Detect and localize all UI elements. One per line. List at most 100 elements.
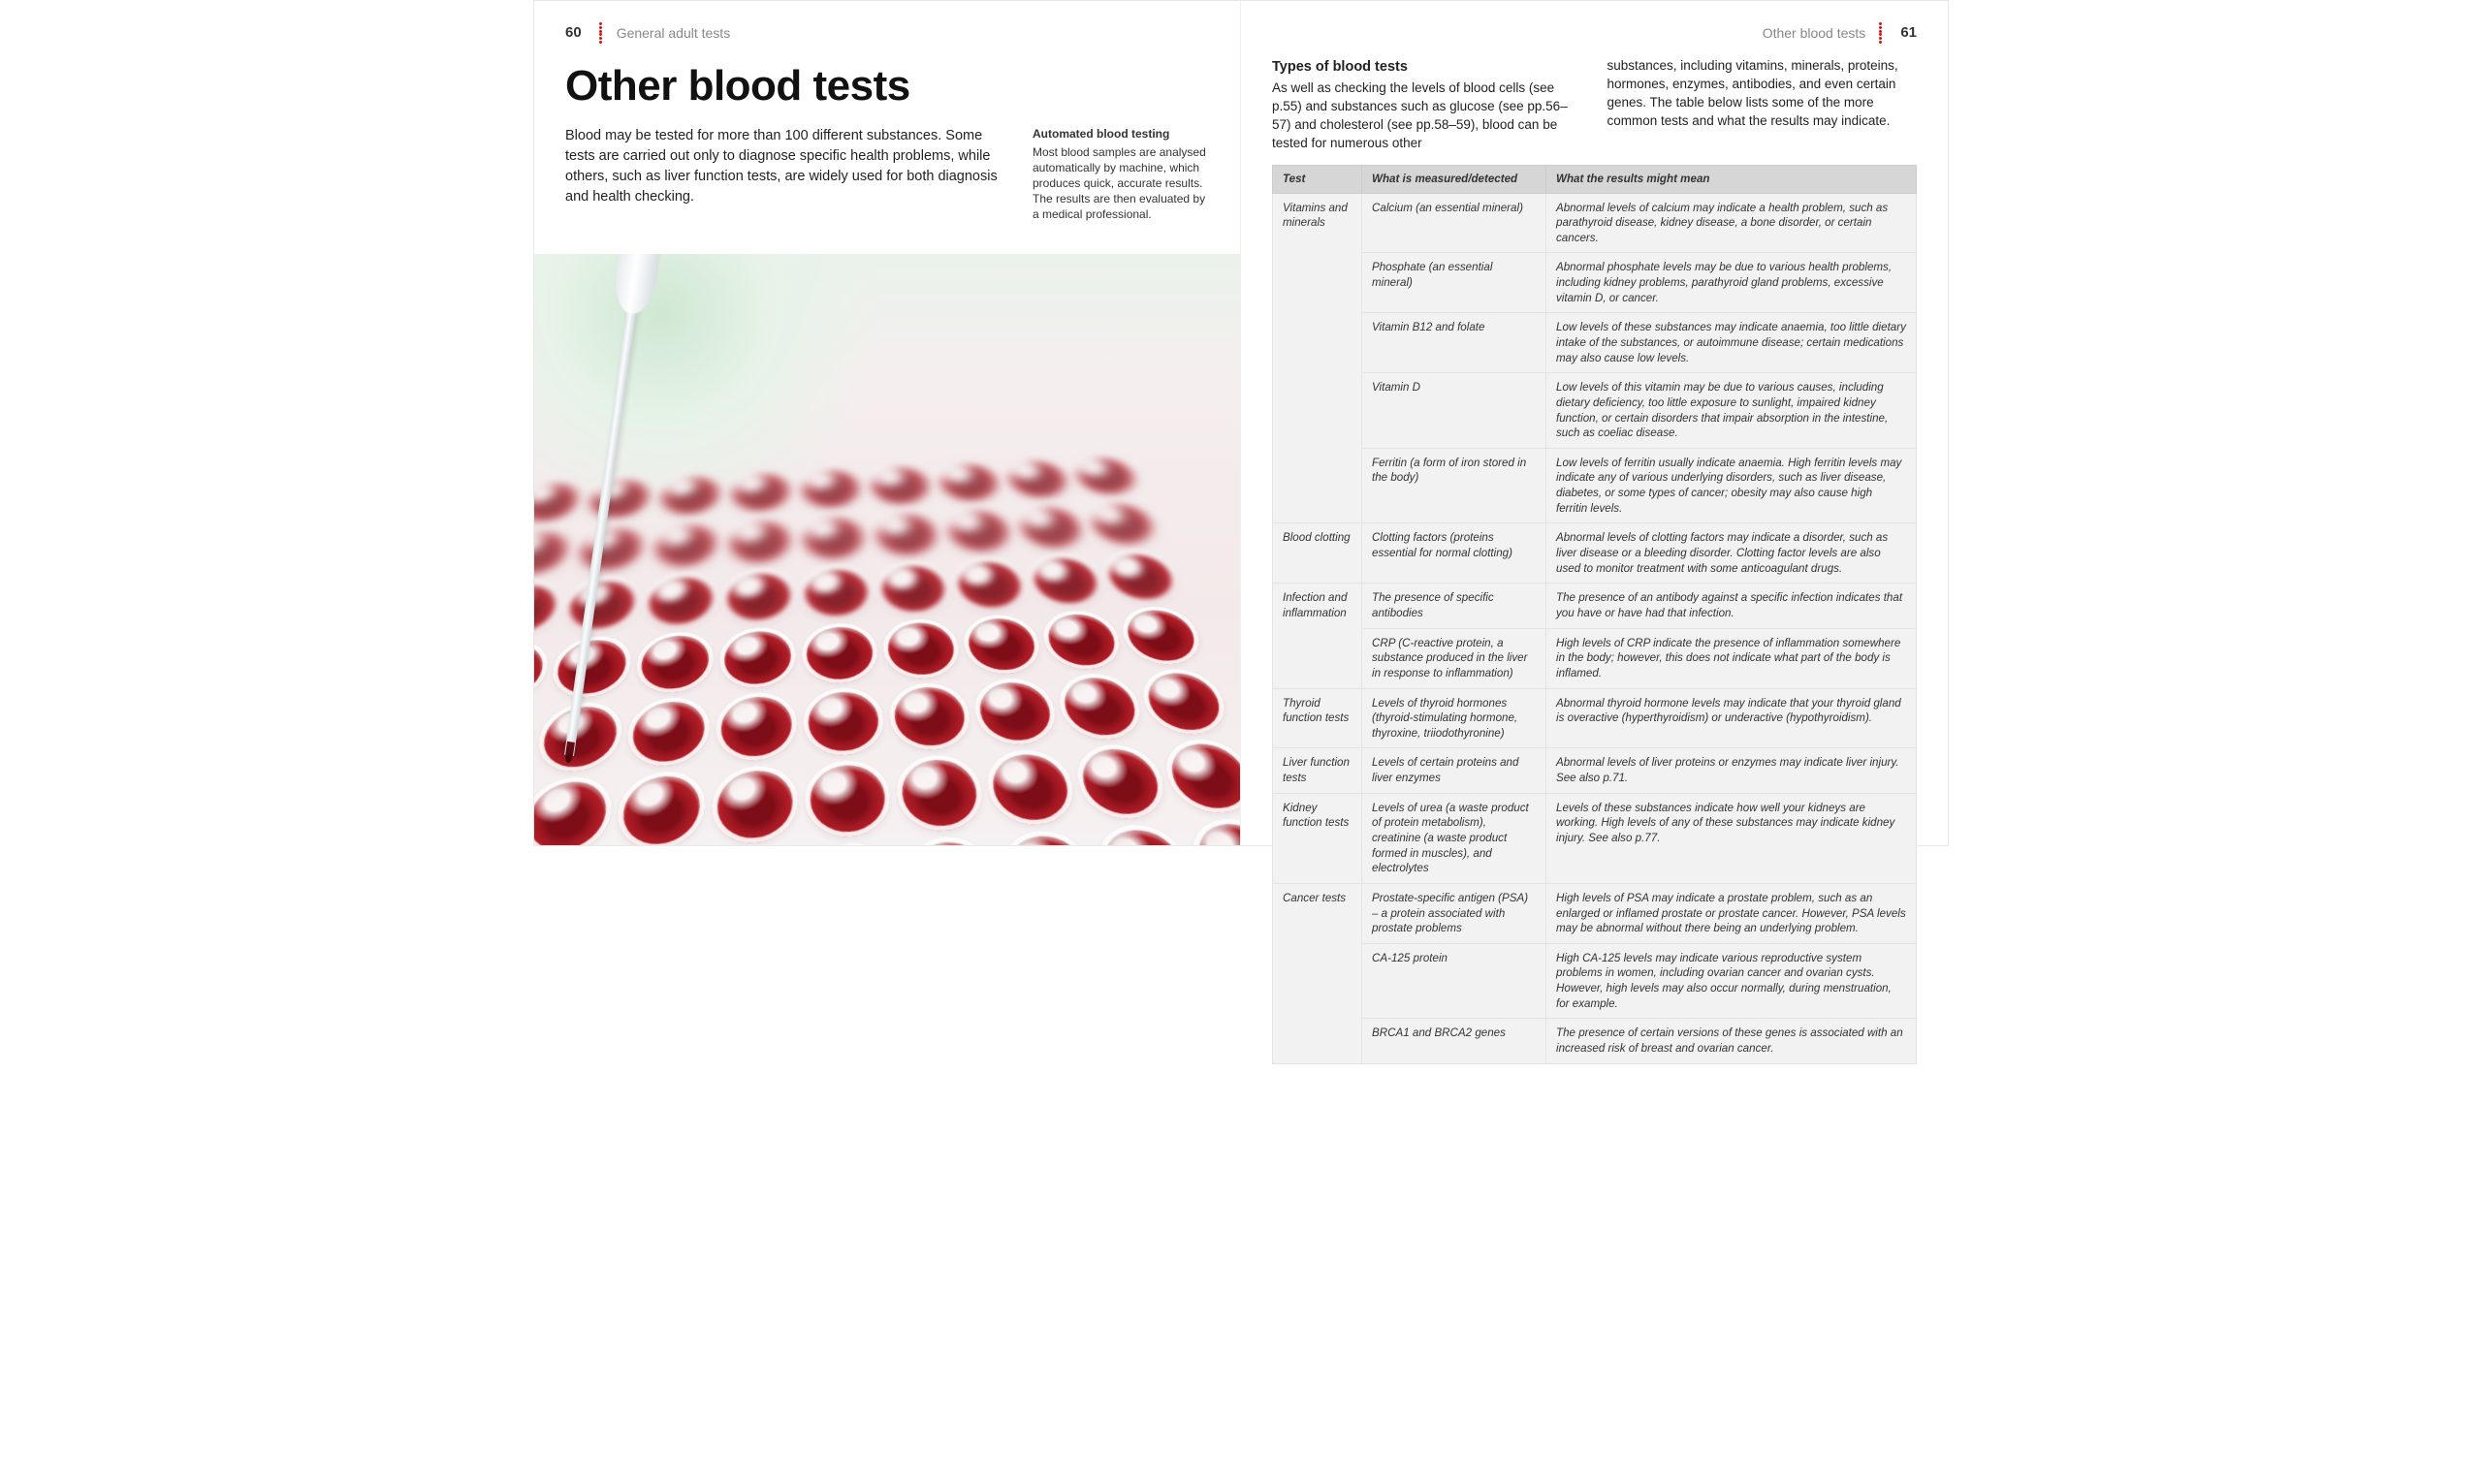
- meaning-cell: High CA-125 levels may indicate various …: [1546, 943, 1917, 1019]
- well: [572, 522, 650, 575]
- measure-cell: Vitamin B12 and folate: [1362, 313, 1546, 373]
- well: [724, 516, 794, 567]
- well: [866, 462, 936, 509]
- meaning-cell: High levels of CRP indicate the presence…: [1546, 628, 1917, 688]
- types-col-1: Types of blood tests As well as checking…: [1272, 57, 1582, 153]
- table-header-row: Test What is measured/detected What the …: [1273, 165, 1917, 193]
- types-col-2: substances, including vitamins, minerals…: [1607, 57, 1918, 153]
- table-row: Phosphate (an essential mineral)Abnormal…: [1273, 253, 1917, 313]
- measure-cell: Prostate-specific antigen (PSA) – a prot…: [1362, 883, 1546, 943]
- well: [934, 459, 1006, 505]
- measure-cell: The presence of specific antibodies: [1362, 584, 1546, 628]
- types-intro: Types of blood tests As well as checking…: [1272, 57, 1917, 153]
- meaning-cell: Abnormal phosphate levels may be due to …: [1546, 253, 1917, 313]
- table-row: Ferritin (a form of iron stored in the b…: [1273, 448, 1917, 523]
- table-row: Vitamin DLow levels of this vitamin may …: [1273, 373, 1917, 449]
- meaning-cell: The presence of an antibody against a sp…: [1546, 584, 1917, 628]
- category-cell: Infection and inflammation: [1273, 584, 1362, 688]
- measure-cell: Vitamin D: [1362, 373, 1546, 449]
- well: [715, 690, 798, 763]
- meaning-cell: Abnormal levels of clotting factors may …: [1546, 523, 1917, 584]
- caption-body: Most blood samples are analysed automati…: [1033, 145, 1206, 222]
- running-head-right: Other blood tests 61: [1272, 22, 1917, 44]
- meaning-cell: High levels of PSA may indicate a prosta…: [1546, 883, 1917, 943]
- caption-head: Automated blood testing: [1033, 126, 1209, 142]
- meaning-cell: The presence of certain versions of thes…: [1546, 1019, 1917, 1063]
- intro-text: Blood may be tested for more than 100 di…: [565, 126, 1007, 222]
- well: [941, 505, 1018, 555]
- well: [801, 621, 880, 685]
- measure-cell: Clotting factors (proteins essential for…: [1362, 523, 1546, 584]
- well: [1053, 672, 1149, 742]
- well: [996, 828, 1102, 845]
- category-cell: Blood clotting: [1273, 523, 1362, 584]
- well: [641, 572, 718, 630]
- category-cell: Liver function tests: [1273, 748, 1362, 793]
- table-row: Thyroid function testsLevels of thyroid …: [1273, 688, 1917, 748]
- well: [727, 468, 794, 515]
- intro-row: Blood may be tested for more than 100 di…: [565, 126, 1209, 222]
- well: [613, 769, 707, 845]
- well-plate-graphic: [534, 451, 1240, 845]
- well: [649, 520, 722, 572]
- meaning-cell: Levels of these substances indicate how …: [1546, 793, 1917, 883]
- table-row: Vitamins and mineralsCalcium (an essenti…: [1273, 193, 1917, 253]
- well: [950, 556, 1032, 613]
- well: [1037, 609, 1128, 671]
- accent-dots-icon: [1879, 22, 1883, 44]
- hero-image: [534, 254, 1240, 845]
- table-row: Infection and inflammationThe presence o…: [1273, 584, 1917, 628]
- well: [970, 677, 1062, 747]
- page-right: Other blood tests 61 Types of blood test…: [1241, 1, 1948, 845]
- well: [623, 695, 712, 768]
- well: [799, 512, 870, 563]
- meaning-cell: Low levels of ferritin usually indicate …: [1546, 448, 1917, 523]
- table-row: Blood clottingClotting factors (proteins…: [1273, 523, 1917, 584]
- well: [893, 753, 987, 834]
- measure-cell: Levels of urea (a waste product of prote…: [1362, 793, 1546, 883]
- section-right: Other blood tests: [1763, 24, 1866, 43]
- measure-cell: Ferritin (a form of iron stored in the b…: [1362, 448, 1546, 523]
- well: [534, 526, 576, 580]
- well: [534, 478, 586, 525]
- meaning-cell: Low levels of these substances may indic…: [1546, 313, 1917, 373]
- table-row: CA-125 proteinHigh CA-125 levels may ind…: [1273, 943, 1917, 1019]
- well: [880, 617, 963, 680]
- well: [1024, 553, 1108, 609]
- meaning-cell: Abnormal thyroid hormone levels may indi…: [1546, 688, 1917, 748]
- table-row: Cancer testsProstate-specific antigen (P…: [1273, 883, 1917, 943]
- accent-dots-icon: [599, 22, 603, 44]
- well: [534, 639, 554, 705]
- well: [721, 568, 795, 625]
- well: [1134, 667, 1234, 737]
- well: [959, 613, 1045, 676]
- meaning-cell: Abnormal levels of liver proteins or enz…: [1546, 748, 1917, 793]
- folio-left: 60: [565, 23, 582, 43]
- well: [800, 564, 875, 621]
- well: [1098, 549, 1185, 604]
- well: [1182, 816, 1240, 845]
- measure-cell: BRCA1 and BRCA2 genes: [1362, 1019, 1546, 1063]
- well: [547, 634, 634, 700]
- well: [901, 835, 1002, 845]
- well: [806, 840, 902, 845]
- well: [1157, 737, 1240, 815]
- folio-right: 61: [1900, 23, 1917, 43]
- th-measure: What is measured/detected: [1362, 165, 1546, 193]
- well: [534, 774, 617, 845]
- well: [582, 475, 655, 522]
- well: [804, 758, 894, 839]
- blood-tests-table: Test What is measured/detected What the …: [1272, 165, 1917, 1064]
- well: [633, 630, 716, 695]
- well: [717, 626, 796, 690]
- types-heading: Types of blood tests: [1272, 57, 1582, 77]
- meaning-cell: Low levels of this vitamin may be due to…: [1546, 373, 1917, 449]
- table-row: Kidney function testsLevels of urea (a w…: [1273, 793, 1917, 883]
- well: [1115, 605, 1208, 667]
- well: [875, 560, 953, 616]
- well: [871, 509, 944, 560]
- th-meaning: What the results might mean: [1546, 165, 1917, 193]
- table-row: CRP (C-reactive protein, a substance pro…: [1273, 628, 1917, 688]
- measure-cell: Levels of thyroid hormones (thyroid-stim…: [1362, 688, 1546, 748]
- table-row: Liver function testsLevels of certain pr…: [1273, 748, 1917, 793]
